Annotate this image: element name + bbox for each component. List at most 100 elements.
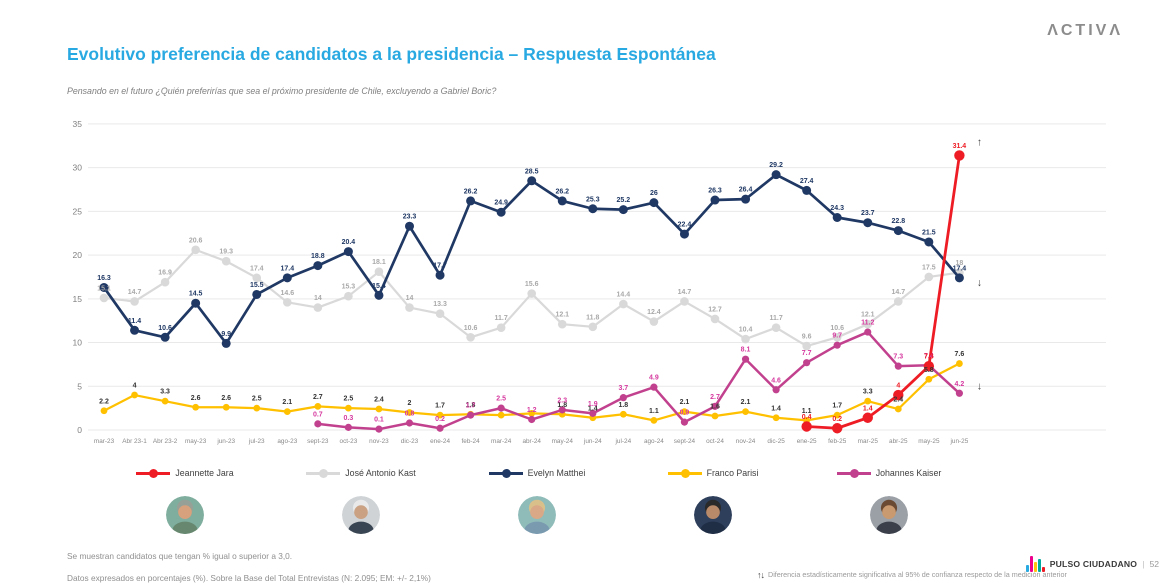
svg-text:dic-23: dic-23	[401, 438, 419, 445]
svg-text:14.6: 14.6	[280, 290, 294, 297]
svg-text:2.6: 2.6	[191, 395, 201, 402]
svg-text:4.6: 4.6	[771, 377, 781, 384]
svg-text:1.9: 1.9	[588, 401, 598, 408]
svg-text:1.4: 1.4	[771, 405, 781, 412]
svg-text:1.8: 1.8	[557, 402, 567, 409]
svg-text:23.3: 23.3	[403, 214, 417, 221]
svg-text:9.7: 9.7	[832, 333, 842, 340]
svg-text:2.1: 2.1	[741, 399, 751, 406]
svg-text:2.1: 2.1	[680, 399, 690, 406]
avatar-photo	[870, 496, 908, 534]
svg-text:11.8: 11.8	[586, 314, 599, 321]
svg-text:Abr 23-2: Abr 23-2	[153, 438, 178, 445]
svg-text:oct-24: oct-24	[706, 438, 724, 445]
avatar-evelyn-matthei	[449, 496, 625, 534]
series-franco-parisi	[100, 360, 963, 424]
svg-text:12.1: 12.1	[861, 312, 875, 319]
footnote-base: Datos expresados en porcentajes (%). Sob…	[67, 573, 431, 583]
svg-text:5: 5	[77, 381, 82, 391]
svg-text:2.3: 2.3	[557, 397, 567, 404]
svg-text:dic-25: dic-25	[767, 438, 785, 445]
svg-text:5.8: 5.8	[924, 367, 934, 374]
svg-text:sept-23: sept-23	[307, 438, 329, 445]
svg-text:20: 20	[73, 250, 83, 260]
svg-text:18.1: 18.1	[372, 259, 386, 266]
svg-text:15.5: 15.5	[250, 282, 264, 289]
svg-text:4.9: 4.9	[649, 375, 659, 382]
svg-text:11.4: 11.4	[128, 318, 141, 325]
svg-text:1.1: 1.1	[802, 408, 812, 415]
legend-line-dot-marker	[136, 468, 171, 478]
svg-text:35: 35	[73, 119, 83, 129]
svg-text:3.3: 3.3	[863, 389, 873, 396]
svg-text:12.7: 12.7	[708, 306, 722, 313]
pulso-ciudadano-logo: PULSO CIUDADANO | 52	[1026, 556, 1159, 572]
svg-text:jul-23: jul-23	[248, 438, 265, 445]
svg-text:25.3: 25.3	[586, 196, 600, 203]
svg-text:3.3: 3.3	[160, 389, 170, 396]
svg-text:14.7: 14.7	[128, 289, 142, 296]
svg-text:1.8: 1.8	[466, 402, 476, 409]
svg-text:26: 26	[650, 190, 658, 197]
svg-text:15.6: 15.6	[525, 281, 539, 288]
svg-text:2.5: 2.5	[496, 396, 506, 403]
svg-text:ene-25: ene-25	[797, 438, 817, 445]
svg-text:1.1: 1.1	[649, 408, 659, 415]
svg-text:jun-24: jun-24	[583, 438, 602, 445]
svg-text:0.8: 0.8	[405, 411, 415, 418]
svg-text:jun-25: jun-25	[950, 438, 969, 445]
legend-label: Franco Parisi	[706, 468, 759, 478]
footnote-threshold: Se muestran candidatos que tengan % igua…	[67, 551, 293, 561]
svg-text:18.8: 18.8	[311, 253, 325, 260]
significance-arrows-icon: ↑↓	[757, 570, 765, 580]
svg-text:2.4: 2.4	[374, 397, 384, 404]
svg-text:2.5: 2.5	[252, 396, 262, 403]
significance-note: ↑↓ Diferencia estadísticamente significa…	[757, 570, 1067, 580]
svg-text:10.6: 10.6	[830, 325, 844, 332]
svg-text:2.4: 2.4	[893, 397, 903, 404]
svg-text:ene-24: ene-24	[430, 438, 450, 445]
svg-text:23.7: 23.7	[861, 210, 875, 217]
legend-line-dot-marker	[306, 468, 341, 478]
svg-text:1.4: 1.4	[863, 405, 873, 412]
svg-text:1.4: 1.4	[588, 405, 598, 412]
svg-text:2.1: 2.1	[282, 399, 292, 406]
svg-text:mar-25: mar-25	[858, 438, 879, 445]
svg-text:17.4: 17.4	[280, 265, 294, 272]
series-jos-antonio-kast	[99, 245, 964, 351]
avatar-photo	[518, 496, 556, 534]
svg-text:16.9: 16.9	[158, 270, 172, 277]
page-number: 52	[1149, 559, 1159, 569]
svg-text:mar-23: mar-23	[94, 438, 115, 445]
svg-text:mar-24: mar-24	[491, 438, 512, 445]
svg-text:feb-24: feb-24	[462, 438, 481, 445]
svg-text:7.4: 7.4	[924, 353, 934, 360]
svg-text:1.6: 1.6	[710, 404, 720, 411]
legend-item-jos-antonio-kast: José Antonio Kast	[273, 468, 449, 478]
svg-text:4.2: 4.2	[955, 381, 965, 388]
avatar-franco-parisi	[625, 496, 801, 534]
candidate-avatars	[97, 496, 977, 534]
svg-text:nov-24: nov-24	[736, 438, 756, 445]
svg-text:1.7: 1.7	[435, 403, 445, 410]
avatar-jeannette-jara	[97, 496, 273, 534]
svg-text:0.9: 0.9	[680, 410, 690, 417]
survey-question: Pensando en el futuro ¿Quién preferirías…	[67, 86, 497, 96]
svg-text:may-24: may-24	[552, 438, 574, 445]
legend-item-franco-parisi: Franco Parisi	[625, 468, 801, 478]
svg-text:0.4: 0.4	[802, 414, 812, 421]
avatar-johannes-kaiser	[801, 496, 977, 534]
svg-text:25: 25	[73, 206, 83, 216]
svg-text:7.7: 7.7	[802, 350, 812, 357]
svg-text:28.5: 28.5	[525, 168, 539, 175]
trend-down-arrow-johannes-kaiser: ↓	[977, 380, 982, 392]
svg-text:2: 2	[408, 400, 412, 407]
labels-jeannette-jara: 0.4 0.2 1.4 4 7.3 31.4	[802, 143, 967, 423]
legend-label: Evelyn Matthei	[527, 468, 586, 478]
svg-text:22.4: 22.4	[678, 222, 692, 229]
legend-label: José Antonio Kast	[345, 468, 416, 478]
svg-text:7.6: 7.6	[955, 351, 965, 358]
svg-text:may-25: may-25	[918, 438, 940, 445]
pulso-bars-icon	[1026, 556, 1045, 572]
svg-text:26.4: 26.4	[739, 187, 753, 194]
